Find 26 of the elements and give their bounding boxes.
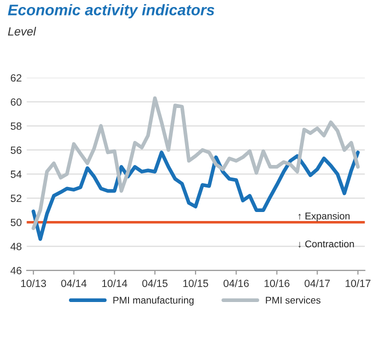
y-tick-label: 46 — [10, 266, 22, 274]
x-tick-label: 04/15 — [142, 279, 168, 288]
annotation: ↑ Expansion — [298, 212, 350, 222]
y-tick-label: 56 — [10, 146, 22, 154]
y-tick-label: 62 — [10, 74, 22, 82]
y-tick-label: 52 — [10, 194, 22, 202]
x-tick-label: 04/14 — [61, 279, 87, 288]
y-tick-label: 60 — [10, 98, 22, 106]
x-tick-label: 10/17 — [346, 279, 370, 288]
line-series — [32, 96, 360, 230]
x-tick-label: 04/17 — [304, 279, 330, 288]
chart-subtitle: Level — [8, 26, 36, 36]
legend-label: PMI services — [266, 296, 320, 304]
x-tick-label: 10/13 — [21, 279, 46, 288]
y-tick-label: 48 — [10, 242, 22, 250]
x-tick-label: 10/15 — [183, 279, 208, 288]
y-tick-label: 50 — [10, 218, 22, 226]
x-tick-label: 10/14 — [102, 279, 128, 288]
line-series — [32, 150, 360, 241]
y-tick-label: 58 — [10, 122, 22, 130]
chart-title: Economic activity indicators — [8, 4, 214, 18]
y-tick-label: 54 — [10, 170, 22, 178]
x-tick-label: 04/16 — [224, 279, 249, 288]
legend-label: PMI manufacturing — [113, 296, 194, 306]
x-tick-label: 10/16 — [264, 279, 290, 288]
annotation: ↓ Contraction — [298, 240, 354, 248]
